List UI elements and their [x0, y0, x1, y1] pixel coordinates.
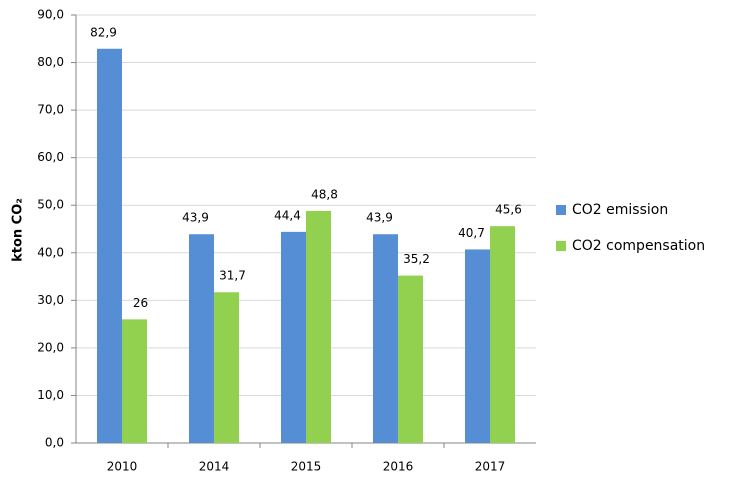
y-axis-label: kton CO₂: [11, 198, 26, 262]
y-tick-label: 30,0: [37, 293, 64, 307]
data-label: 31,7: [219, 269, 246, 283]
bar: [189, 234, 214, 443]
legend-label: CO2 emission: [572, 202, 668, 218]
bar: [398, 275, 423, 443]
y-tick-label: 90,0: [37, 8, 64, 22]
y-tick-label: 80,0: [37, 55, 64, 69]
bar: [122, 319, 147, 443]
y-tick-label: 70,0: [37, 103, 64, 117]
x-tick-label: 2010: [107, 460, 138, 474]
x-tick-label: 2015: [291, 460, 322, 474]
legend-swatch: [556, 205, 566, 215]
x-tick-label: 2016: [383, 460, 414, 474]
data-label: 35,2: [403, 252, 430, 266]
y-tick-label: 10,0: [37, 388, 64, 402]
y-tick-label: 60,0: [37, 150, 64, 164]
legend-label: CO2 compensation: [572, 238, 705, 254]
bar: [306, 210, 331, 443]
bar: [281, 231, 306, 443]
data-label: 26: [133, 296, 148, 310]
x-tick-label: 2014: [199, 460, 230, 474]
data-label: 45,6: [495, 203, 522, 217]
data-label: 43,9: [366, 211, 393, 225]
legend-swatch: [556, 241, 566, 251]
bar: [214, 292, 239, 443]
data-label: 44,4: [274, 208, 301, 222]
y-tick-label: 0,0: [45, 436, 64, 450]
data-label: 40,7: [458, 226, 485, 240]
y-tick-label: 50,0: [37, 198, 64, 212]
x-tick-label: 2017: [475, 460, 506, 474]
bar: [373, 234, 398, 443]
bar: [97, 48, 122, 444]
bar: [490, 226, 515, 443]
y-tick-label: 40,0: [37, 245, 64, 259]
data-label: 43,9: [182, 211, 209, 225]
data-label: 82,9: [90, 25, 117, 39]
y-tick-label: 20,0: [37, 340, 64, 354]
bar: [465, 249, 490, 443]
data-label: 48,8: [311, 187, 338, 201]
